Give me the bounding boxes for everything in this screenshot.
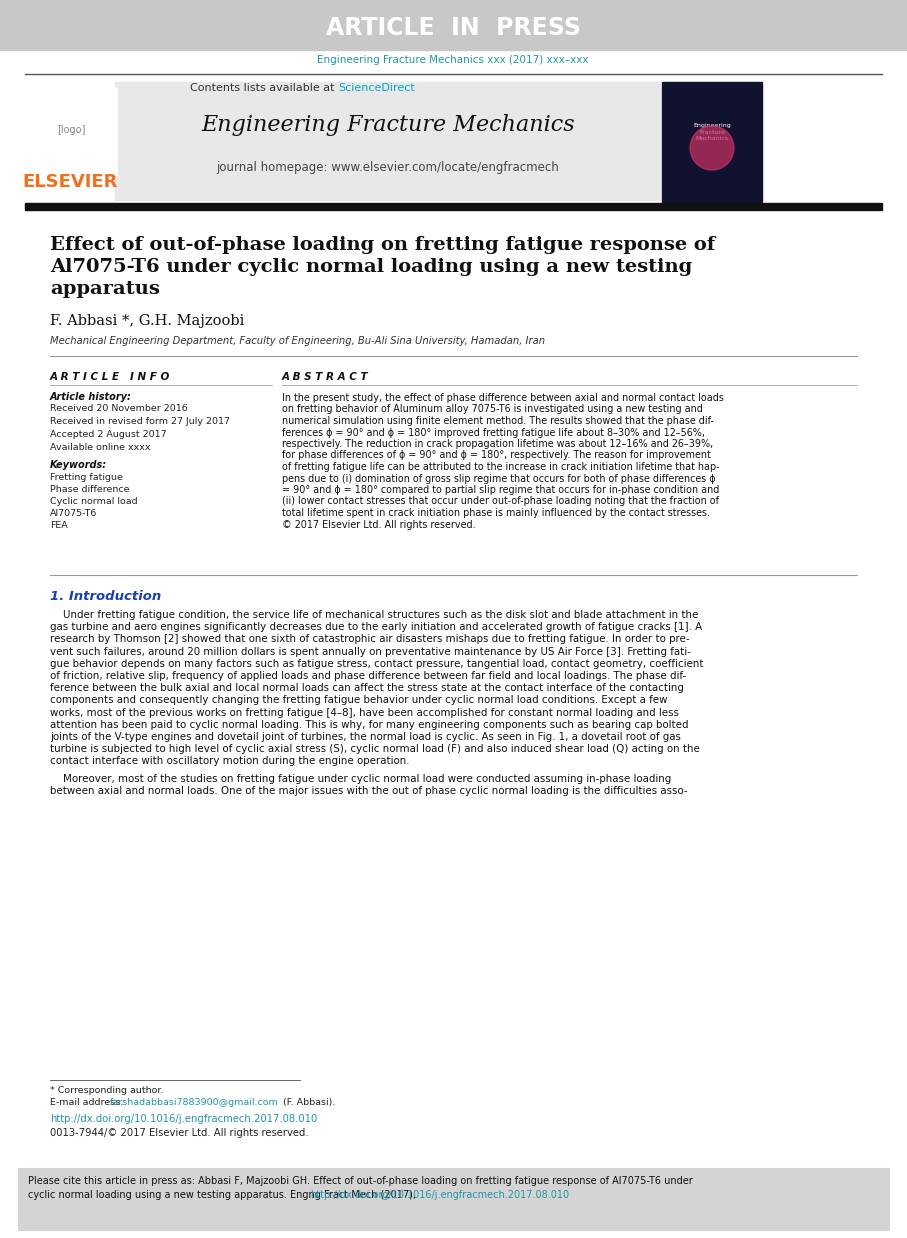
Text: © 2017 Elsevier Ltd. All rights reserved.: © 2017 Elsevier Ltd. All rights reserved…: [282, 520, 475, 530]
Text: Mechanical Engineering Department, Faculty of Engineering, Bu-Ali Sina Universit: Mechanical Engineering Department, Facul…: [50, 335, 545, 345]
Text: Cyclic normal load: Cyclic normal load: [50, 496, 138, 506]
Text: of fretting fatigue life can be attributed to the increase in crack initiation l: of fretting fatigue life can be attribut…: [282, 462, 719, 472]
Text: E-mail address:: E-mail address:: [50, 1098, 126, 1107]
Text: of friction, relative slip, frequency of applied loads and phase difference betw: of friction, relative slip, frequency of…: [50, 671, 687, 681]
Text: ELSEVIER: ELSEVIER: [23, 173, 118, 191]
Text: http://dx.doi.org/10.1016/j.engfracmech.2017.08.010: http://dx.doi.org/10.1016/j.engfracmech.…: [50, 1114, 317, 1124]
Text: (ii) lower contact stresses that occur under out-of-phase loading noting that th: (ii) lower contact stresses that occur u…: [282, 496, 719, 506]
Text: respectively. The reduction in crack propagation lifetime was about 12–16% and 2: respectively. The reduction in crack pro…: [282, 439, 713, 449]
Text: Al7075-T6 under cyclic normal loading using a new testing: Al7075-T6 under cyclic normal loading us…: [50, 258, 692, 276]
Text: Received 20 November 2016: Received 20 November 2016: [50, 404, 188, 413]
Text: ferences ϕ = 90° and ϕ = 180° improved fretting fatigue life about 8–30% and 12–: ferences ϕ = 90° and ϕ = 180° improved f…: [282, 427, 705, 437]
Text: Moreover, most of the studies on fretting fatigue under cyclic normal load were : Moreover, most of the studies on frettin…: [50, 774, 671, 784]
Text: ScienceDirect: ScienceDirect: [338, 83, 414, 93]
Text: (F. Abbasi).: (F. Abbasi).: [280, 1098, 336, 1107]
Text: components and consequently changing the fretting fatigue behavior under cyclic : components and consequently changing the…: [50, 696, 668, 706]
Text: Keywords:: Keywords:: [50, 461, 107, 470]
Text: [logo]: [logo]: [57, 125, 85, 135]
Text: A B S T R A C T: A B S T R A C T: [282, 371, 368, 383]
Text: Article history:: Article history:: [50, 392, 132, 402]
Text: Engineering Fracture Mechanics xxx (2017) xxx–xxx: Engineering Fracture Mechanics xxx (2017…: [317, 54, 589, 66]
Text: In the present study, the effect of phase difference between axial and normal co: In the present study, the effect of phas…: [282, 392, 724, 404]
Text: * Corresponding author.: * Corresponding author.: [50, 1086, 163, 1094]
Text: numerical simulation using finite element method. The results showed that the ph: numerical simulation using finite elemen…: [282, 416, 714, 426]
Text: Contents lists available at: Contents lists available at: [190, 83, 338, 93]
Text: Effect of out-of-phase loading on fretting fatigue response of: Effect of out-of-phase loading on fretti…: [50, 236, 715, 254]
Text: F. Abbasi *, G.H. Majzoobi: F. Abbasi *, G.H. Majzoobi: [50, 314, 244, 328]
Text: Accepted 2 August 2017: Accepted 2 August 2017: [50, 430, 167, 439]
Text: pens due to (i) domination of gross slip regime that occurs for both of phase di: pens due to (i) domination of gross slip…: [282, 473, 716, 484]
Bar: [25, 87, 117, 175]
Text: for phase differences of ϕ = 90° and ϕ = 180°, respectively. The reason for impr: for phase differences of ϕ = 90° and ϕ =…: [282, 451, 711, 461]
Text: Fretting fatigue: Fretting fatigue: [50, 473, 122, 482]
Text: joints of the V-type engines and dovetail joint of turbines, the normal load is : joints of the V-type engines and dovetai…: [50, 732, 681, 742]
Text: Engineering Fracture Mechanics: Engineering Fracture Mechanics: [201, 114, 575, 136]
Text: Please cite this article in press as: Abbasi F, Majzoobi GH. Effect of out-of-ph: Please cite this article in press as: Ab…: [28, 1176, 693, 1186]
Text: cyclic normal loading using a new testing apparatus. Engng Fract Mech (2017),: cyclic normal loading using a new testin…: [28, 1190, 419, 1200]
Bar: [115, 82, 660, 201]
Text: 1. Introduction: 1. Introduction: [50, 591, 161, 603]
Text: ARTICLE  IN  PRESS: ARTICLE IN PRESS: [326, 16, 580, 40]
Text: A R T I C L E   I N F O: A R T I C L E I N F O: [50, 371, 171, 383]
Bar: [0, 0, 907, 50]
Text: vent such failures, around 20 million dollars is spent annually on preventative : vent such failures, around 20 million do…: [50, 646, 691, 656]
Text: Available online xxxx: Available online xxxx: [50, 443, 151, 452]
Text: ference between the bulk axial and local normal loads can affect the stress stat: ference between the bulk axial and local…: [50, 683, 684, 693]
Text: on fretting behavior of Aluminum alloy 7075-T6 is investigated using a new testi: on fretting behavior of Aluminum alloy 7…: [282, 405, 703, 415]
Text: total lifetime spent in crack initiation phase is mainly influenced by the conta: total lifetime spent in crack initiation…: [282, 508, 710, 517]
Polygon shape: [690, 126, 734, 170]
Text: Under fretting fatigue condition, the service life of mechanical structures such: Under fretting fatigue condition, the se…: [50, 610, 698, 620]
Text: gas turbine and aero engines significantly decreases due to the early initiation: gas turbine and aero engines significant…: [50, 623, 702, 633]
Bar: [18, 1167, 889, 1231]
Text: attention has been paid to cyclic normal loading. This is why, for many engineer: attention has been paid to cyclic normal…: [50, 719, 688, 729]
Bar: [662, 82, 762, 202]
Text: farshadabbasi7883900@gmail.com: farshadabbasi7883900@gmail.com: [110, 1098, 278, 1107]
Text: Al7075-T6: Al7075-T6: [50, 509, 97, 517]
Text: http://dx.doi.org/10.1016/j.engfracmech.2017.08.010: http://dx.doi.org/10.1016/j.engfracmech.…: [310, 1190, 569, 1200]
Text: Received in revised form 27 July 2017: Received in revised form 27 July 2017: [50, 417, 230, 426]
Text: 0013-7944/© 2017 Elsevier Ltd. All rights reserved.: 0013-7944/© 2017 Elsevier Ltd. All right…: [50, 1128, 308, 1138]
Text: works, most of the previous works on fretting fatigue [4–8], have been accomplis: works, most of the previous works on fre…: [50, 708, 678, 718]
Text: turbine is subjected to high level of cyclic axial stress (S), cyclic normal loa: turbine is subjected to high level of cy…: [50, 744, 700, 754]
Text: contact interface with oscillatory motion during the engine operation.: contact interface with oscillatory motio…: [50, 756, 409, 766]
Text: between axial and normal loads. One of the major issues with the out of phase cy: between axial and normal loads. One of t…: [50, 786, 688, 796]
Text: FEA: FEA: [50, 521, 68, 530]
Text: Engineering
Fracture
Mechanics: Engineering Fracture Mechanics: [693, 123, 731, 141]
Text: research by Thomson [2] showed that one sixth of catastrophic air disasters mish: research by Thomson [2] showed that one …: [50, 634, 689, 645]
Text: gue behavior depends on many factors such as fatigue stress, contact pressure, t: gue behavior depends on many factors suc…: [50, 659, 704, 669]
Text: journal homepage: www.elsevier.com/locate/engfracmech: journal homepage: www.elsevier.com/locat…: [217, 161, 560, 175]
Text: apparatus: apparatus: [50, 280, 160, 298]
Text: Phase difference: Phase difference: [50, 485, 130, 494]
Text: = 90° and ϕ = 180° compared to partial slip regime that occurs for in-phase cond: = 90° and ϕ = 180° compared to partial s…: [282, 485, 719, 495]
Bar: [25, 203, 882, 210]
